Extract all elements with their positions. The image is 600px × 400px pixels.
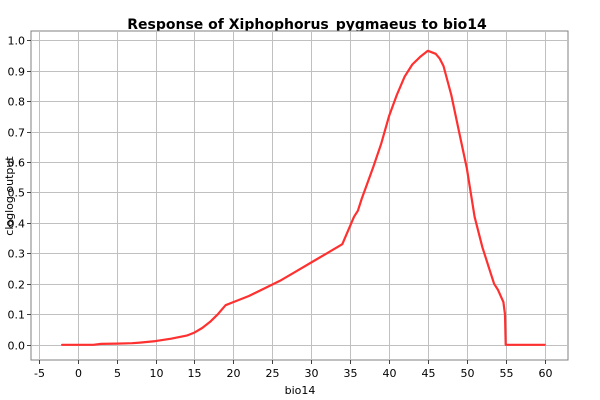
y-tick-label: 0.3: [8, 248, 26, 261]
response-curve: [60, 49, 546, 346]
y-tick-label: 0.6: [8, 157, 26, 170]
y-tick-label: 0.8: [8, 96, 26, 109]
y-tick-label: 0.4: [8, 218, 26, 231]
y-tick-label: 1.0: [8, 35, 26, 48]
x-tick-label: 10: [150, 367, 164, 380]
y-tick-label: 0.2: [8, 279, 26, 292]
x-tick-label: 15: [188, 367, 202, 380]
y-tick-labels: 0.0 0.1 0.2 0.3 0.4 0.5 0.6 0.7 0.8 0.9 1.0: [8, 35, 26, 353]
x-tick-label: 5: [114, 367, 121, 380]
x-tick-label: 20: [227, 367, 241, 380]
x-tick-label: 0: [75, 367, 82, 380]
x-tick-label: -5: [34, 367, 45, 380]
series-layer: [60, 49, 546, 346]
y-tick-label: 0.5: [8, 187, 26, 200]
grid-lines: [31, 31, 568, 360]
x-tick-label: 30: [305, 367, 319, 380]
chart-title: Response of Xiphophorus_pygmaeus to bio1…: [127, 17, 487, 33]
x-tick-label: 60: [539, 367, 553, 380]
y-axis-label: cloglog output: [3, 156, 16, 236]
plot-area: [30, 30, 569, 361]
y-tick-label: 0.9: [8, 66, 26, 79]
y-tick-label: 0.0: [8, 340, 26, 353]
y-tick-label: 0.1: [8, 309, 26, 322]
y-tick-label: 0.7: [8, 127, 26, 140]
x-tick-labels: -5 0 5 10 15 20 25 30 35 40 45 50 55 60: [34, 367, 552, 380]
x-tick-label: 55: [500, 367, 514, 380]
axis-ticks: [27, 40, 546, 364]
x-tick-label: 45: [422, 367, 436, 380]
x-tick-label: 25: [266, 367, 280, 380]
x-axis-label: bio14: [285, 384, 316, 397]
x-tick-label: 50: [461, 367, 475, 380]
x-tick-label: 35: [344, 367, 358, 380]
x-tick-label: 40: [383, 367, 397, 380]
